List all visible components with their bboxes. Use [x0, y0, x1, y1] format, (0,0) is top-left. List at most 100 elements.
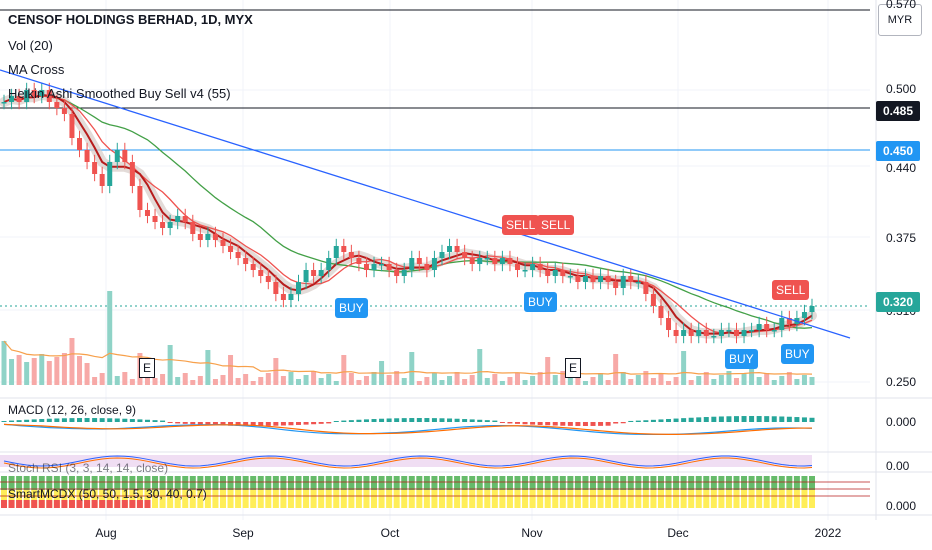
buy-signal[interactable]: BUY — [725, 349, 758, 369]
sell-signal[interactable]: SELL — [772, 280, 810, 300]
smart-bar-yellow — [167, 490, 174, 508]
smart-bar-green — [514, 476, 521, 490]
candle — [250, 264, 256, 270]
buy-signal[interactable]: BUY — [524, 292, 557, 312]
smart-bar-green — [318, 476, 325, 490]
smart-bar-yellow — [303, 490, 310, 508]
smart-bar-green — [129, 476, 136, 490]
volume-bar — [326, 374, 332, 385]
smart-bar-green — [801, 476, 808, 490]
volume-bar — [726, 371, 732, 385]
macd-tick: 0.000 — [886, 415, 917, 429]
smart-bar-green — [544, 476, 551, 490]
macd-histogram-bar — [326, 422, 332, 424]
candle — [590, 276, 596, 282]
volume-bar — [107, 291, 113, 385]
earnings-marker[interactable]: E — [139, 358, 155, 378]
candle — [809, 306, 815, 312]
macd-title[interactable]: MACD (12, 26, close, 9) — [8, 403, 137, 417]
volume-bar — [507, 377, 513, 385]
candle — [779, 318, 785, 330]
smart-title[interactable]: SmartMCDX (50, 50, 1.5, 30, 40, 0.7) — [8, 487, 207, 501]
candle — [235, 252, 241, 258]
stoch-title[interactable]: Stoch RSI (3, 3, 14, 14, close) — [8, 461, 169, 475]
smart-bar-yellow — [272, 490, 279, 508]
macd-histogram-bar — [741, 416, 747, 422]
smart-bar-red — [16, 500, 23, 508]
macd-histogram-bar — [696, 417, 702, 422]
smart-bar-green — [227, 476, 234, 490]
macd-histogram-bar — [409, 418, 415, 422]
ha-smoothed-line — [3, 93, 813, 335]
volume-bar — [99, 373, 105, 385]
smart-bar-green — [778, 476, 785, 490]
trend-line[interactable] — [0, 69, 851, 339]
indicator-vol[interactable]: Vol (20) — [8, 38, 53, 53]
buy-signal[interactable]: BUY — [335, 298, 368, 318]
smart-bar-yellow — [318, 490, 325, 508]
candle — [688, 330, 694, 336]
volume-bar — [741, 374, 747, 385]
volume-bar — [635, 375, 641, 385]
currency-button[interactable]: MYR — [878, 4, 922, 36]
earnings-marker[interactable]: E — [565, 358, 581, 378]
smart-bar-yellow — [280, 490, 287, 508]
candle — [424, 264, 430, 270]
indicator-ma-cross[interactable]: MA Cross — [8, 62, 65, 77]
volume-bar — [401, 378, 407, 385]
volume-bar — [749, 359, 755, 385]
volume-bar — [560, 371, 566, 385]
smart-bar-yellow — [340, 490, 347, 508]
smart-bar-green — [136, 476, 143, 490]
smart-bar-green — [182, 476, 189, 490]
time-tick: Nov — [521, 526, 543, 540]
candle — [31, 90, 37, 96]
smart-bar-yellow — [499, 490, 506, 508]
candle — [371, 264, 377, 270]
volume-bar — [250, 381, 256, 385]
smart-bar-green — [771, 476, 778, 490]
macd-histogram-bar — [575, 422, 581, 426]
candle — [114, 150, 120, 162]
smart-bar-green — [121, 476, 128, 490]
indicator-heikin-ashi[interactable]: Heikin Ashi Smoothed Buy Sell v4 (55) — [8, 86, 231, 101]
candle — [741, 330, 747, 336]
smart-bar-yellow — [620, 490, 627, 508]
volume-bar — [205, 350, 211, 385]
buy-signal[interactable]: BUY — [781, 344, 814, 364]
macd-histogram-bar — [779, 416, 785, 422]
macd-histogram-bar — [243, 422, 249, 426]
smart-bar-yellow — [189, 490, 196, 508]
smart-bar-red — [8, 500, 15, 508]
price-tick: 0.440 — [886, 161, 917, 175]
smart-bar-green — [386, 476, 393, 490]
smart-bar-green — [295, 476, 302, 490]
smart-bar-yellow — [597, 490, 604, 508]
trend-line-segment — [0, 69, 851, 339]
macd-histogram-bar — [175, 422, 181, 424]
volume-ma-line — [3, 340, 813, 375]
volume-bar — [341, 355, 347, 385]
volume-bar — [454, 372, 460, 385]
candle — [552, 270, 558, 276]
smart-bar-green — [506, 476, 513, 490]
smart-bar-yellow — [114, 490, 121, 508]
smart-bar-yellow — [446, 490, 453, 508]
macd-histogram-bar — [273, 422, 279, 426]
smart-bar-green — [167, 476, 174, 490]
smart-bar-green — [257, 476, 264, 490]
candle — [280, 294, 286, 300]
volume-bar — [212, 379, 218, 385]
macd-histogram-bar — [348, 420, 354, 422]
smart-bar-yellow — [386, 490, 393, 508]
smart-bar-yellow — [287, 490, 294, 508]
candle — [726, 330, 732, 332]
smart-bar-green — [114, 476, 121, 490]
macd-histogram-bar — [39, 419, 45, 422]
smart-bar-green — [733, 476, 740, 490]
sell-signal[interactable]: SELL — [537, 215, 575, 235]
smart-bar-yellow — [310, 490, 317, 508]
sell-signal[interactable]: SELL — [502, 215, 540, 235]
volume-bar — [666, 381, 672, 385]
